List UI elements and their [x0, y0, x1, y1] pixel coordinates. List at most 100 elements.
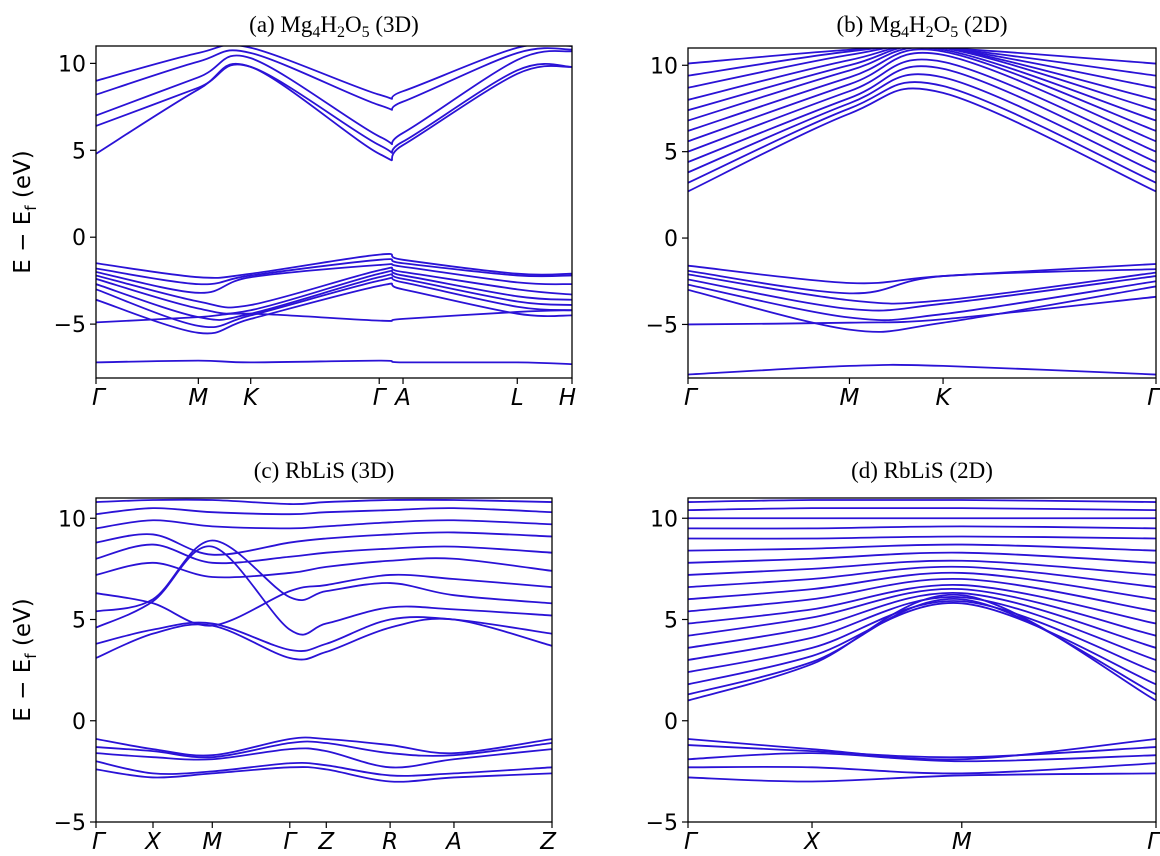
panel-a-band-7 — [96, 266, 572, 309]
panel-d-kpoint-label: M — [952, 829, 972, 855]
panel-d-band-1 — [688, 772, 1156, 783]
panel-c-title: (c) RbLiS (3D) — [254, 458, 395, 483]
panel-a-band-3 — [96, 282, 572, 335]
panel-d-frame — [687, 497, 1157, 823]
panel-a-band-1 — [96, 359, 572, 365]
panel-d-band-24 — [688, 498, 1156, 503]
panel-b-band-15 — [688, 48, 1156, 132]
panel-d-kpoint-label: X — [803, 829, 821, 855]
panel-c-band-12 — [96, 543, 552, 565]
panel-a-ytick-label: 5 — [72, 139, 86, 164]
panel-b-bands — [688, 48, 1156, 376]
panel-b-band-19 — [688, 48, 1156, 89]
panel-b-band-11 — [688, 73, 1156, 174]
panel-c-band-15 — [96, 507, 552, 516]
ylabel-bottom: E − Ef (eV) — [10, 598, 40, 721]
panel-b-band-3 — [688, 285, 1156, 333]
panel-c-kpoint-label: M — [202, 829, 222, 855]
panel-b-band-7 — [688, 268, 1156, 295]
panel-a-band-13 — [96, 50, 572, 146]
panel-d-band-23 — [688, 506, 1156, 512]
panel-a-frame — [95, 45, 573, 379]
panel-d-band-14 — [688, 577, 1156, 613]
panel-d-bands — [688, 498, 1156, 783]
panel-d-band-11 — [688, 592, 1156, 649]
panel-d-ytick-label: 0 — [664, 710, 678, 735]
panel-b-band-21 — [688, 48, 1156, 65]
panel-c-band-8 — [96, 545, 552, 636]
panel-c-band-3 — [96, 747, 552, 769]
panel-a-kpoint-label: M — [188, 385, 208, 411]
panel-c-kpoint-label: Z — [317, 829, 335, 855]
panel-a-kpoint-label: A — [393, 385, 411, 411]
panel-c-band-9 — [96, 539, 552, 613]
panel-d-band-21 — [688, 525, 1156, 530]
panel-d-band-3 — [688, 752, 1156, 763]
panel-c-bands — [96, 498, 552, 783]
panel-c-ytick-label: 5 — [72, 609, 86, 634]
ylabel-top: E − Ef (eV) — [10, 150, 40, 273]
panel-b-ytick-label: 10 — [650, 54, 678, 79]
panel-c-ytick-label: 0 — [72, 710, 86, 735]
panel-c-kpoint-label: Γ — [283, 829, 298, 855]
panel-a-kpoint-label: H — [559, 385, 576, 411]
panel-a-kpoint-label: K — [243, 385, 260, 411]
panel-d-kpoint-label: Γ — [684, 829, 699, 855]
panel-b-ytick-label: 0 — [664, 227, 678, 252]
panel-c-kpoint-label: Z — [539, 829, 557, 855]
panel-c-band-5 — [96, 736, 552, 757]
panel-c-band-16 — [96, 498, 552, 506]
panel-b-ytick-label: 5 — [664, 141, 678, 166]
panel-b-ytick-label: −5 — [646, 313, 678, 338]
panel-d-band-4 — [688, 744, 1156, 759]
panel-a-kpoint-label: L — [511, 385, 524, 411]
panel-c-band-13 — [96, 531, 552, 556]
panel-c-band-7 — [96, 616, 552, 652]
panel-d-band-12 — [688, 587, 1156, 637]
panel-c-band-11 — [96, 557, 552, 579]
panel-b-band-2 — [688, 295, 1156, 326]
panel-c-ytick-label: −5 — [54, 811, 86, 836]
panel-b-kpoint-label: M — [840, 385, 860, 411]
panel-c-band-1 — [96, 766, 552, 783]
panel-c-kpoint-label: R — [382, 829, 398, 855]
panel-a-ytick-label: 0 — [72, 226, 86, 251]
panel-b-frame — [687, 47, 1157, 379]
panel-b-band-5 — [688, 275, 1156, 312]
panel-d-band-15 — [688, 571, 1156, 601]
svg-text:E − Ef (eV): E − Ef (eV) — [10, 598, 40, 721]
panel-d-ytick-label: 5 — [664, 609, 678, 634]
panel-b-band-20 — [688, 48, 1156, 77]
panel-a-band-11 — [96, 62, 572, 162]
panel-b-title: (b) Mg4H2O5 (2D) — [837, 12, 1008, 41]
panel-c-kpoint-label: Γ — [92, 829, 107, 855]
panel-a-ytick-label: 10 — [58, 52, 86, 77]
panel-d-band-16 — [688, 565, 1156, 588]
panel-c-band-10 — [96, 573, 552, 627]
panel-a-kpoint-label: Γ — [92, 385, 107, 411]
panel-b-band-6 — [688, 271, 1156, 305]
panel-d-band-20 — [688, 535, 1156, 540]
panel-b-band-4 — [688, 280, 1156, 322]
panel-d-title: (d) RbLiS (2D) — [851, 458, 993, 483]
panel-b-band-14 — [688, 51, 1156, 143]
panel-d-band-10 — [688, 596, 1156, 661]
panel-b-band-17 — [688, 48, 1156, 112]
panel-d-band-2 — [688, 762, 1156, 775]
panel-a-band-6 — [96, 269, 572, 315]
svg-text:E − Ef (eV): E − Ef (eV) — [10, 150, 40, 273]
panel-d-ytick-label: 10 — [650, 507, 678, 532]
panel-d-band-7 — [688, 598, 1156, 696]
panel-b-kpoint-label: Γ — [684, 385, 699, 411]
panel-a-title: (a) Mg4H2O5 (3D) — [249, 12, 419, 41]
panel-b-band-9 — [688, 87, 1156, 193]
panel-b-band-12 — [688, 65, 1156, 163]
panel-c-kpoint-label: A — [444, 829, 462, 855]
panel-b-band-1 — [688, 363, 1156, 376]
panel-c-band-4 — [96, 740, 552, 759]
panel-b-band-18 — [688, 48, 1156, 101]
